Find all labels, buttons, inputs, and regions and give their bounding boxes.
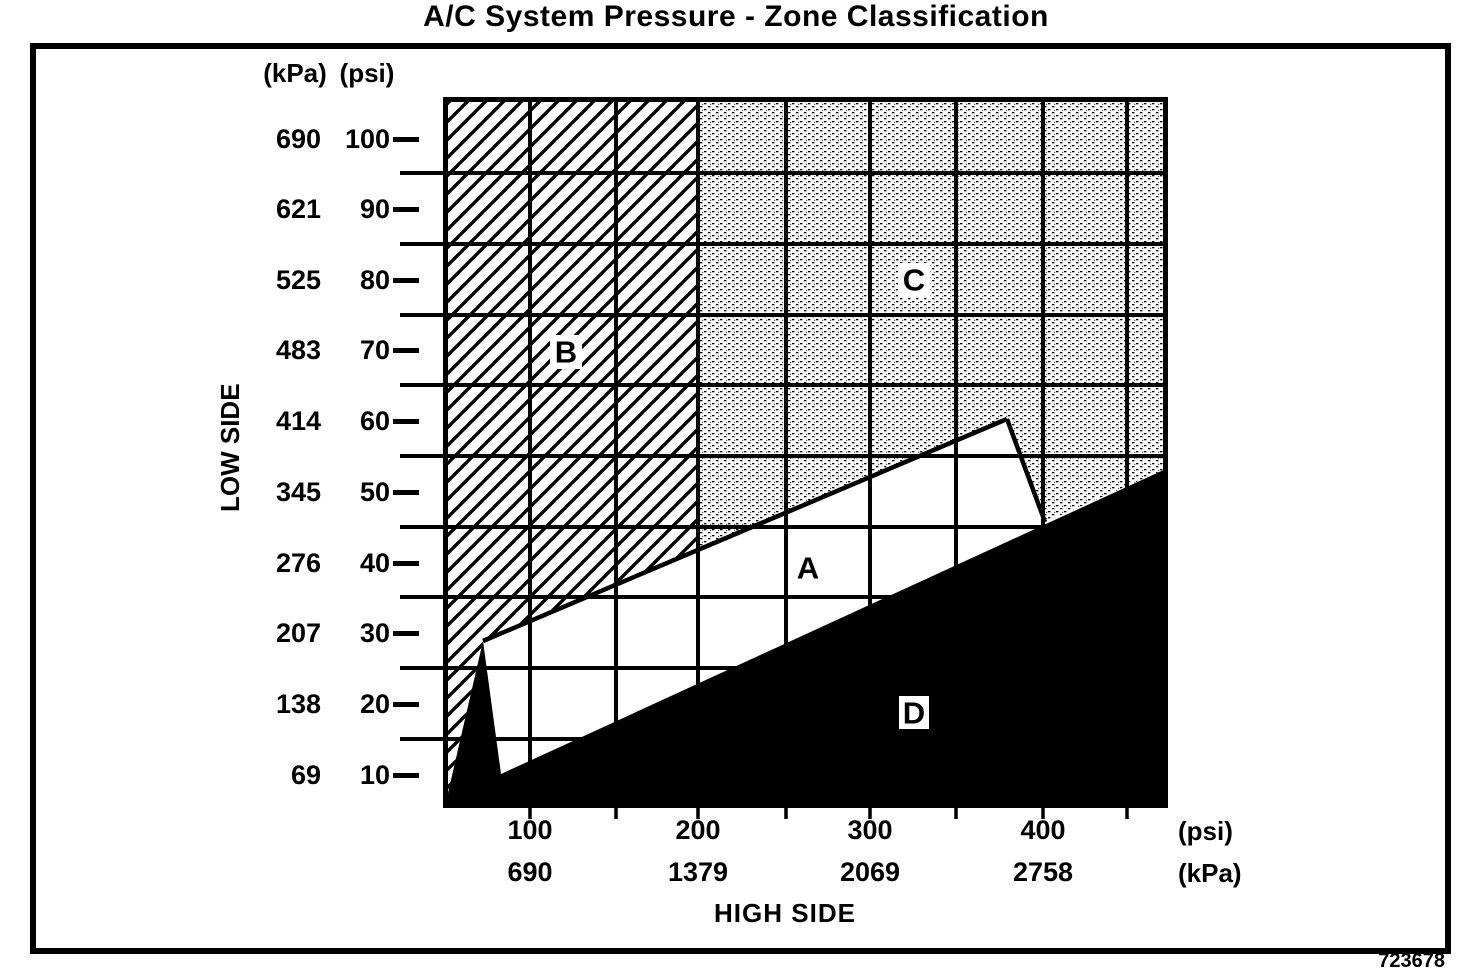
zone-a-label: A: [797, 551, 819, 586]
y-axis-label: LOW SIDE: [215, 383, 245, 512]
y-tick-dash: [393, 207, 419, 212]
zone-b-label: B: [555, 335, 577, 370]
y-tick-psi: 30: [359, 618, 390, 648]
y-unit-kpa: (kPa): [263, 58, 327, 88]
x-tick-kpa: 1379: [667, 857, 729, 887]
y-tick-psi: 50: [359, 477, 390, 507]
x-tick-psi: 300: [847, 815, 893, 845]
y-tick-psi: 10: [359, 760, 390, 790]
x-tick-psi: 100: [507, 815, 553, 845]
y-tick-kpa: 525: [275, 265, 321, 295]
y-tick-dash: [393, 561, 419, 566]
x-tick-psi: 200: [675, 815, 721, 845]
y-tick-kpa: 345: [275, 477, 321, 507]
zone-b-label-halo: [550, 335, 582, 369]
y-tick-psi: 70: [359, 335, 390, 365]
y-tick-dash: [393, 631, 419, 636]
x-axis-label: HIGH SIDE: [714, 898, 856, 928]
y-tick-kpa: 690: [275, 124, 321, 154]
y-tick-dash: [393, 702, 419, 707]
y-tick-psi: 90: [359, 194, 390, 224]
figure-number: 723678: [1378, 950, 1445, 972]
y-tick-dash: [393, 490, 419, 495]
y-tick-psi: 20: [359, 689, 390, 719]
zone-d-label-box: [899, 696, 929, 729]
y-tick-kpa: 138: [275, 689, 321, 719]
zone-boundary-lines: [482, 416, 1048, 644]
y-tick-kpa: 207: [275, 618, 321, 648]
y-tick-kpa: 69: [290, 760, 321, 790]
y-unit-psi: (psi): [339, 58, 395, 88]
zone-d-region: [443, 468, 1168, 808]
pressure-zone-plot: B C A D: [400, 97, 1168, 819]
chart-title: A/C System Pressure - Zone Classificatio…: [423, 0, 1049, 33]
y-tick-psi: 60: [359, 406, 390, 436]
y-tick-kpa: 414: [275, 406, 321, 436]
y-tick-kpa: 276: [275, 548, 321, 578]
zone-c-label-halo: [898, 263, 930, 297]
x-tick-kpa: 690: [507, 857, 553, 887]
y-tick-psi: 40: [359, 548, 390, 578]
y-tick-psi: 100: [344, 124, 390, 154]
x-unit-psi: (psi): [1178, 816, 1233, 846]
y-tick-kpa: 483: [275, 335, 321, 365]
y-tick-dash: [393, 137, 419, 142]
zone-d-label: D: [903, 696, 925, 731]
plot-border: [443, 97, 1168, 808]
y-tick-dash: [393, 773, 419, 778]
y-tick-kpa: 621: [275, 194, 321, 224]
x-axis-ticks: [528, 808, 1129, 819]
y-tick-dash: [393, 348, 419, 353]
figure-border: [30, 43, 1451, 954]
zone-c-region: [698, 97, 1168, 550]
zone-c-label: C: [903, 263, 925, 298]
y-tick-dash: [393, 419, 419, 424]
y-tick-dash: [393, 278, 419, 283]
vertical-gridlines: [528, 97, 1129, 808]
x-tick-psi: 400: [1020, 815, 1066, 845]
x-unit-kpa: (kPa): [1178, 858, 1242, 888]
y-tick-psi: 80: [359, 265, 390, 295]
x-tick-kpa: 2069: [839, 857, 901, 887]
x-tick-kpa: 2758: [1012, 857, 1074, 887]
